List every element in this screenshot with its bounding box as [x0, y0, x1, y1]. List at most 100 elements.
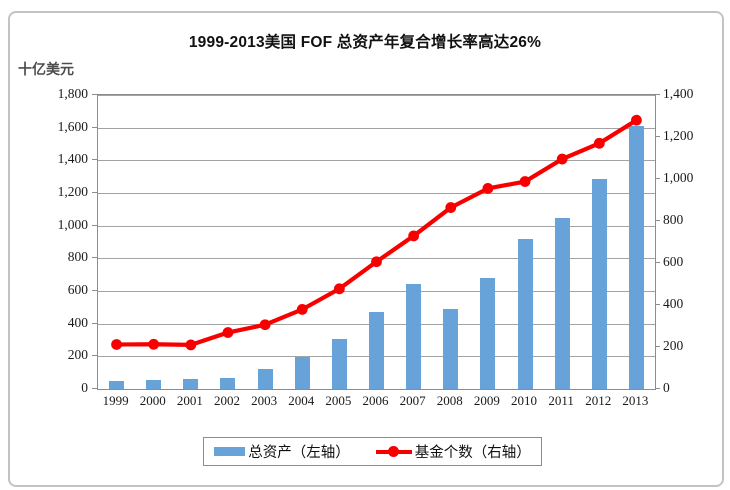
left-axis-tick-mark	[92, 126, 97, 128]
gridline	[98, 95, 655, 96]
left-axis-tick-1,600: 1,600	[57, 118, 88, 134]
line-series-marker-icon	[375, 446, 412, 457]
line-path	[116, 118, 638, 347]
data-point-2005	[333, 283, 345, 295]
x-axis-label-2005: 2005	[325, 393, 352, 408]
data-point-2012	[593, 137, 605, 149]
x-axis-label-2013: 2013	[622, 393, 649, 408]
legend-item-total-assets: 总资产（左轴）	[214, 441, 350, 462]
right-axis-tick-mark	[655, 304, 660, 305]
right-axis-tick-0: 0	[663, 380, 670, 395]
gridline	[98, 193, 655, 194]
plot-area	[97, 94, 656, 390]
x-axis-label-2008: 2008	[436, 393, 463, 408]
data-point-1999	[111, 339, 122, 350]
left-axis-tick-mark	[92, 192, 97, 193]
gridline	[98, 127, 655, 129]
x-axis-label-2011: 2011	[548, 393, 574, 408]
left-axis-tick-800: 800	[67, 249, 88, 265]
data-point-2009	[482, 183, 494, 194]
left-axis-tick-0: 0	[81, 380, 88, 395]
gridline	[98, 225, 655, 227]
bar-2010	[517, 239, 533, 389]
bar-2000	[146, 380, 162, 389]
right-axis-tick-mark	[655, 262, 660, 263]
bar-2013	[628, 126, 644, 389]
legend-label-fund-count: 基金个数（右轴）	[414, 445, 531, 461]
right-axis-tick-400: 400	[663, 296, 684, 311]
left-axis-tick-mark	[92, 355, 97, 357]
bar-2008	[443, 309, 459, 389]
left-axis-tick-1,800: 1,800	[57, 86, 88, 101]
x-axis-label-2003: 2003	[251, 393, 278, 408]
right-axis-tick-mark	[655, 346, 660, 347]
right-axis-tick-mark	[655, 178, 660, 179]
left-axis-tick-200: 200	[67, 347, 88, 363]
gridline	[98, 291, 655, 292]
left-axis-tick-mark	[92, 388, 97, 389]
fund-count-line	[111, 114, 642, 351]
bar-2005	[331, 338, 347, 389]
data-point-2004	[296, 304, 308, 315]
bar-2001	[183, 378, 199, 389]
x-axis-label-2000: 2000	[139, 393, 166, 408]
bar-2012	[591, 178, 607, 389]
left-axis-tick-400: 400	[67, 314, 88, 330]
left-axis-tick-1,400: 1,400	[57, 151, 88, 167]
bar-2009	[480, 277, 496, 389]
right-axis-tick-mark	[655, 220, 660, 221]
bar-2011	[554, 218, 570, 389]
x-axis-label-2002: 2002	[213, 393, 240, 408]
data-point-2001	[185, 339, 197, 351]
data-point-2007	[408, 230, 420, 242]
right-axis-tick-1,000: 1,000	[663, 170, 694, 185]
x-axis-label-2004: 2004	[288, 393, 315, 408]
left-axis-tick-mark	[92, 290, 97, 291]
right-axis-tick-1,400: 1,400	[663, 86, 694, 101]
gridline	[98, 160, 655, 162]
bar-2004	[294, 356, 310, 389]
data-point-2013	[631, 114, 642, 126]
left-axis-tick-1,200: 1,200	[57, 184, 88, 199]
left-axis-tick-mark	[92, 159, 97, 161]
left-axis-tick-mark	[92, 94, 97, 95]
x-axis-label-2012: 2012	[585, 393, 612, 408]
data-point-2002	[222, 327, 234, 338]
data-point-2003	[259, 319, 271, 331]
right-axis-tick-800: 800	[663, 212, 684, 227]
x-axis-label-2010: 2010	[511, 393, 538, 408]
bar-2007	[406, 284, 422, 389]
bar-series-swatch	[214, 447, 246, 456]
left-axis-tick-1,000: 1,000	[57, 216, 88, 232]
data-point-2008	[445, 202, 457, 213]
legend-item-fund-count: 基金个数（右轴）	[375, 441, 531, 462]
right-axis-tick-mark	[655, 94, 660, 95]
data-point-2006	[371, 256, 382, 268]
left-axis-unit-label: 十亿美元	[18, 61, 74, 77]
x-axis-label-2006: 2006	[362, 393, 389, 408]
bar-1999	[109, 381, 125, 389]
bar-2003	[257, 369, 273, 389]
data-point-2010	[519, 176, 531, 187]
right-axis-tick-mark	[655, 388, 660, 389]
data-point-2000	[148, 338, 160, 350]
right-axis-tick-1,200: 1,200	[663, 128, 694, 143]
x-axis-label-2007: 2007	[399, 393, 426, 408]
chart-title: 1999-2013美国 FOF 总资产年复合增长率高达26%	[188, 34, 542, 51]
right-axis-tick-600: 600	[663, 254, 684, 269]
bar-2006	[369, 312, 384, 389]
right-axis-tick-mark	[655, 136, 660, 137]
left-axis-tick-mark	[92, 257, 97, 259]
left-axis-tick-mark	[92, 224, 97, 226]
legend: 总资产（左轴） 基金个数（右轴）	[203, 437, 542, 466]
x-axis-label-1999: 1999	[102, 393, 129, 408]
data-point-2011	[556, 153, 568, 165]
right-axis-tick-200: 200	[663, 338, 684, 353]
legend-label-total-assets: 总资产（左轴）	[248, 445, 350, 461]
left-axis-tick-600: 600	[67, 282, 88, 297]
x-axis-label-2001: 2001	[176, 393, 203, 408]
bar-2002	[220, 377, 236, 389]
left-axis-tick-mark	[92, 322, 97, 324]
x-axis-label-2009: 2009	[473, 393, 500, 408]
